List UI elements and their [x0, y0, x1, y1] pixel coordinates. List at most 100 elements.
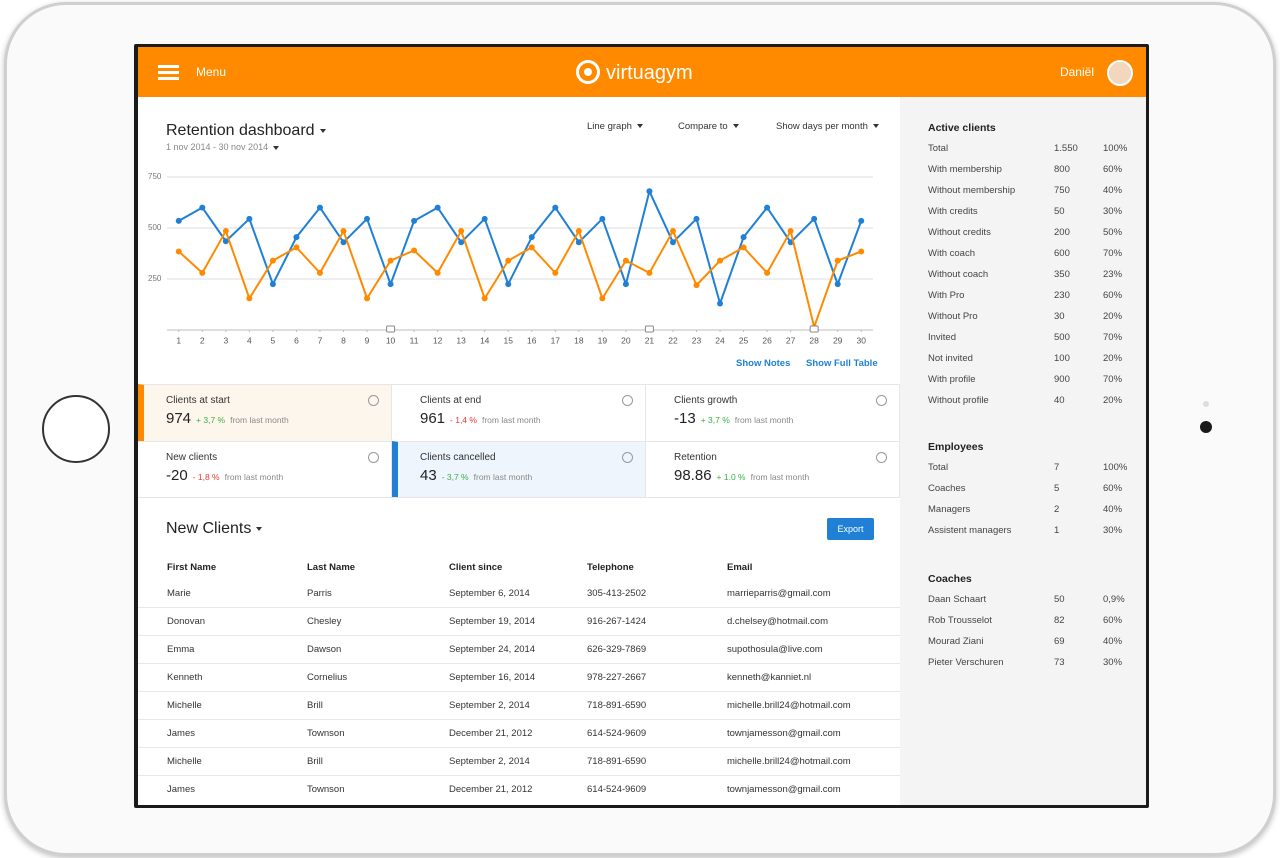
- menu-icon[interactable]: [158, 65, 179, 68]
- sidebar-cell: 0,9%: [1103, 594, 1125, 605]
- info-icon: [622, 395, 633, 406]
- table-cell: December 21, 2012: [449, 784, 533, 795]
- card-label: Clients growth: [674, 395, 738, 406]
- sidebar-cell: 7: [1054, 462, 1060, 473]
- sidebar-cell: Daan Schaart: [928, 594, 987, 605]
- card-bottom-border: [138, 497, 900, 498]
- table-cell: Dawson: [307, 644, 342, 655]
- table-cell: Brill: [307, 700, 323, 711]
- menu-label[interactable]: Menu: [196, 65, 227, 79]
- card-change: - 3,7 %: [441, 472, 469, 482]
- sidebar-title: Active clients: [928, 122, 996, 134]
- sidebar-cell: 100%: [1103, 143, 1128, 154]
- card-label: New clients: [166, 452, 218, 463]
- sidebar-cell: 70%: [1103, 374, 1123, 385]
- card-value: 43: [420, 467, 437, 484]
- sidebar: [900, 97, 1146, 805]
- card-value: 98.86: [674, 467, 712, 484]
- sidebar-cell: 600: [1054, 248, 1070, 259]
- link[interactable]: Show Notes: [736, 358, 791, 369]
- sidebar-title: Employees: [928, 441, 984, 453]
- kpi-card: Clients cancelled 43 - 3,7 % from last mont…: [392, 441, 646, 498]
- info-icon: [368, 395, 379, 406]
- sidebar-title: Coaches: [928, 573, 972, 585]
- date-range[interactable]: 1 nov 2014 - 30 nov 2014: [166, 139, 279, 155]
- table-cell: September 6, 2014: [449, 588, 530, 599]
- card-value-line: 43 - 3,7 % from last month: [420, 466, 532, 486]
- column-header: Email: [727, 562, 753, 573]
- card-value: 974: [166, 410, 192, 427]
- user-name[interactable]: Daniël: [1059, 65, 1094, 79]
- export-label[interactable]: Export: [837, 524, 864, 534]
- sidebar-cell: 40%: [1103, 504, 1123, 515]
- header-bar: [138, 47, 1146, 97]
- column-header: Last Name: [307, 562, 356, 573]
- dashboard-title[interactable]: Retention dashboard: [166, 121, 326, 141]
- table-cell: Michelle: [167, 700, 202, 711]
- table-cell: Parris: [307, 588, 332, 599]
- table-cell: Michelle: [167, 756, 202, 767]
- table-cell: kenneth@kanniet.nl: [727, 672, 812, 683]
- logo-icon: [576, 60, 600, 84]
- sidebar-cell: 1.550: [1054, 143, 1078, 154]
- control[interactable]: Compare to: [678, 119, 739, 135]
- table-cell: 305-413-2502: [587, 588, 647, 599]
- table-cell: 718-891-6590: [587, 700, 647, 711]
- home-button[interactable]: [42, 395, 110, 463]
- info-icon: [876, 395, 887, 406]
- card-value: 961: [420, 410, 446, 427]
- sidebar-cell: 70%: [1103, 248, 1123, 259]
- sidebar-cell: Without coach: [928, 269, 989, 280]
- control[interactable]: Line graph: [587, 119, 643, 135]
- info-icon: [876, 452, 887, 463]
- table-title[interactable]: New Clients: [166, 519, 262, 539]
- card-value: -13: [674, 410, 696, 427]
- card-label: Retention: [674, 452, 717, 463]
- table-cell: Cornelius: [307, 672, 348, 683]
- row-separator: [138, 635, 900, 636]
- sidebar-cell: 20%: [1103, 311, 1123, 322]
- sidebar-cell: 40%: [1103, 185, 1123, 196]
- table-cell: Brill: [307, 756, 323, 767]
- avatar[interactable]: [1107, 60, 1133, 86]
- sidebar-cell: Without membership: [928, 185, 1016, 196]
- card-value-line: -13 + 3,7 % from last month: [674, 409, 793, 429]
- sidebar-cell: With Pro: [928, 290, 965, 301]
- row-separator: [138, 607, 900, 608]
- control[interactable]: Show days per month: [776, 119, 879, 135]
- sidebar-cell: 800: [1054, 164, 1070, 175]
- table-cell: 614-524-9609: [587, 784, 647, 795]
- sidebar-cell: Without profile: [928, 395, 989, 406]
- kpi-card: Retention 98.86 + 1.0 % from last month: [646, 441, 900, 498]
- card-note: from last month: [473, 472, 533, 482]
- card-change: - 1,8 %: [192, 472, 220, 482]
- sidebar-cell: Assistent managers: [928, 525, 1012, 536]
- sidebar-cell: 23%: [1103, 269, 1123, 280]
- kpi-card: Clients growth -13 + 3,7 % from last month: [646, 384, 900, 441]
- table-cell: September 2, 2014: [449, 700, 530, 711]
- card-change: - 1,4 %: [450, 415, 477, 425]
- camera: [1200, 421, 1212, 433]
- sidebar-cell: 200: [1054, 227, 1070, 238]
- sidebar-cell: 1: [1054, 525, 1060, 536]
- sidebar-cell: 73: [1054, 657, 1065, 668]
- sidebar-cell: 100%: [1103, 462, 1128, 473]
- card-value-line: -20 - 1,8 % from last month: [166, 466, 283, 486]
- sidebar-cell: 30: [1054, 311, 1065, 322]
- card-value-line: 98.86 + 1.0 % from last month: [674, 466, 809, 486]
- logo-text: virtuagym: [606, 62, 693, 84]
- card-label: Clients at start: [166, 395, 230, 406]
- table-cell: 614-524-9609: [587, 728, 647, 739]
- link[interactable]: Show Full Table: [806, 358, 878, 369]
- sensor: [1203, 401, 1209, 407]
- table-cell: townjamesson@gmail.com: [727, 728, 841, 739]
- sidebar-cell: Coaches: [928, 483, 966, 494]
- export-button[interactable]: [827, 518, 874, 540]
- info-icon: [622, 452, 633, 463]
- table-cell: 718-891-6590: [587, 756, 647, 767]
- row-separator: [138, 691, 900, 692]
- card-value-line: 961 - 1,4 % from last month: [420, 409, 541, 429]
- sidebar-cell: 50: [1054, 206, 1065, 217]
- kpi-card: Clients at end 961 - 1,4 % from last month: [392, 384, 646, 441]
- sidebar-cell: 100: [1054, 353, 1070, 364]
